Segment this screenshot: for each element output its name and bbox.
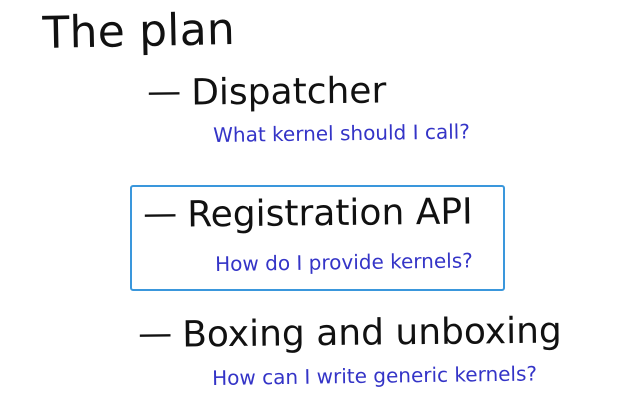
plan-item-label: Registration API (186, 191, 473, 236)
bullet-dash: — (137, 313, 173, 354)
plan-item-question: What kernel should I call? (213, 119, 471, 147)
slide-title: The plan (42, 3, 236, 59)
plan-item-boxing-and-unboxing-line: — Boxing and unboxing (137, 310, 562, 356)
plan-item-question: How do I provide kernels? (215, 248, 473, 276)
highlight-box (130, 185, 505, 291)
plan-item-dispatcher-line: — Dispatcher (146, 70, 387, 114)
bullet-dash: — (146, 71, 182, 112)
plan-item-question: How can I write generic kernels? (212, 361, 538, 390)
plan-item-label: Boxing and unboxing (181, 310, 562, 356)
plan-item-label: Dispatcher (190, 70, 387, 114)
bullet-dash: — (142, 193, 178, 234)
plan-item-registration-api-line: — Registration API (142, 191, 473, 236)
